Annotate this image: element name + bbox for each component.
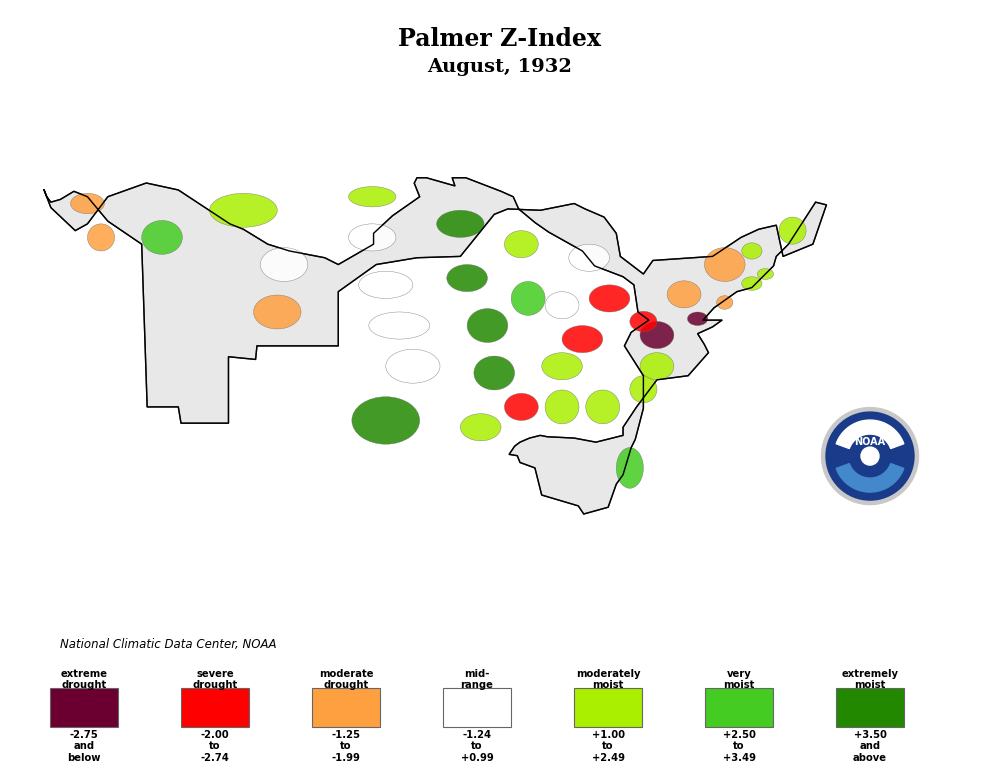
Ellipse shape xyxy=(386,349,440,383)
Text: severe
drought: severe drought xyxy=(192,669,238,690)
Ellipse shape xyxy=(447,264,487,291)
Text: National Climatic Data Center, NOAA: National Climatic Data Center, NOAA xyxy=(60,638,276,651)
Ellipse shape xyxy=(779,217,806,244)
Ellipse shape xyxy=(742,243,762,259)
Ellipse shape xyxy=(260,247,308,281)
Ellipse shape xyxy=(704,247,745,281)
Ellipse shape xyxy=(616,448,643,489)
Text: extreme
drought: extreme drought xyxy=(60,669,108,690)
Ellipse shape xyxy=(474,356,515,390)
Text: +2.50
to
+3.49: +2.50 to +3.49 xyxy=(723,730,756,763)
Text: very
moist: very moist xyxy=(723,669,755,690)
Ellipse shape xyxy=(667,281,701,308)
Text: -2.75
and
below: -2.75 and below xyxy=(67,730,101,763)
Ellipse shape xyxy=(142,220,182,254)
Text: moderately
moist: moderately moist xyxy=(576,669,640,690)
Ellipse shape xyxy=(359,271,413,298)
Text: August, 1932: August, 1932 xyxy=(428,58,572,76)
Ellipse shape xyxy=(352,397,420,444)
Ellipse shape xyxy=(757,268,774,280)
Ellipse shape xyxy=(87,224,115,251)
Circle shape xyxy=(826,412,914,500)
Ellipse shape xyxy=(717,296,733,309)
Ellipse shape xyxy=(209,193,277,227)
Ellipse shape xyxy=(586,390,620,424)
Ellipse shape xyxy=(348,224,396,251)
Ellipse shape xyxy=(545,390,579,424)
Ellipse shape xyxy=(511,281,545,315)
Text: +3.50
and
above: +3.50 and above xyxy=(853,730,887,763)
Ellipse shape xyxy=(630,312,657,332)
Ellipse shape xyxy=(542,352,582,380)
Ellipse shape xyxy=(630,376,657,403)
Ellipse shape xyxy=(460,414,501,441)
Ellipse shape xyxy=(504,230,538,257)
Text: -1.24
to
+0.99: -1.24 to +0.99 xyxy=(461,730,493,763)
Ellipse shape xyxy=(562,325,603,352)
Ellipse shape xyxy=(640,322,674,349)
Ellipse shape xyxy=(504,393,538,421)
Text: NOAA: NOAA xyxy=(854,437,886,447)
Text: +1.00
to
+2.49: +1.00 to +2.49 xyxy=(592,730,625,763)
Ellipse shape xyxy=(569,244,609,271)
Ellipse shape xyxy=(437,210,484,237)
Text: extremely
moist: extremely moist xyxy=(842,669,899,690)
Ellipse shape xyxy=(254,295,301,329)
Ellipse shape xyxy=(589,285,630,312)
Text: mid-
range: mid- range xyxy=(461,669,493,690)
Ellipse shape xyxy=(369,312,430,339)
Ellipse shape xyxy=(467,308,508,342)
Text: Palmer Z-Index: Palmer Z-Index xyxy=(398,27,602,51)
Ellipse shape xyxy=(742,277,762,291)
Circle shape xyxy=(822,407,918,505)
Polygon shape xyxy=(836,464,904,492)
Circle shape xyxy=(861,447,879,465)
Ellipse shape xyxy=(687,312,708,325)
Text: -1.25
to
-1.99: -1.25 to -1.99 xyxy=(332,730,360,763)
Text: moderate
drought: moderate drought xyxy=(319,669,373,690)
Polygon shape xyxy=(836,420,904,448)
Ellipse shape xyxy=(348,186,396,207)
Ellipse shape xyxy=(71,193,104,213)
Polygon shape xyxy=(44,178,826,514)
Ellipse shape xyxy=(545,291,579,318)
Text: -2.00
to
-2.74: -2.00 to -2.74 xyxy=(201,730,229,763)
Ellipse shape xyxy=(640,352,674,380)
